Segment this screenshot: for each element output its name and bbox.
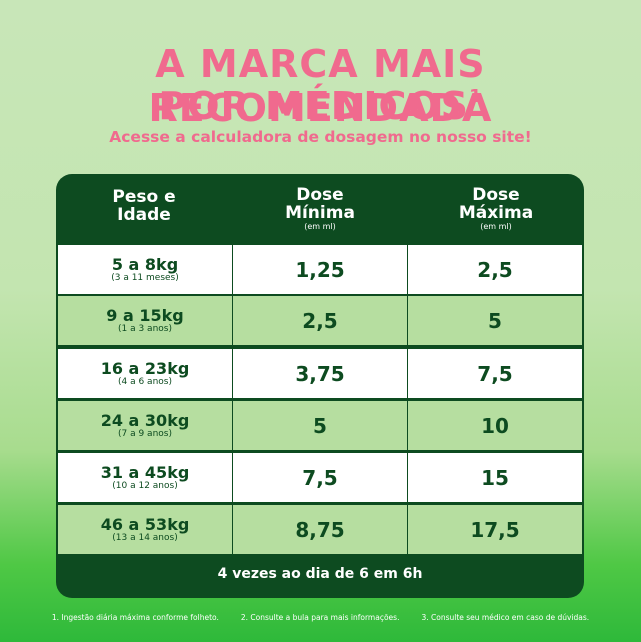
age-range: (10 a 12 anos): [112, 481, 178, 491]
min-dose-cell: 8,75: [233, 505, 407, 554]
weight-range: 46 a 53kg: [100, 515, 190, 534]
table-row: 24 a 30kg (7 a 9 anos) 5 10: [56, 401, 584, 450]
age-range: (3 a 11 meses): [111, 273, 179, 283]
headline-line-1-text: A MARCA MAIS RECOMENDADA: [148, 42, 493, 130]
footnotes: 1. Ingestão diária máxima conforme folhe…: [0, 613, 641, 622]
header-max-dose-label: Dose Máxima: [458, 185, 534, 223]
table-row: 46 a 53kg (13 a 14 anos) 8,75 17,5: [56, 505, 584, 554]
min-dose-cell: 2,5: [233, 296, 407, 345]
min-dose-value: 3,75: [295, 361, 345, 386]
age-range: (1 a 3 anos): [118, 324, 172, 334]
weight-age-cell: 16 a 23kg (4 a 6 anos): [58, 349, 232, 398]
age-range: (4 a 6 anos): [118, 377, 172, 387]
max-dose-cell: 17,5: [408, 505, 582, 554]
min-dose-value: 5: [313, 413, 327, 438]
max-dose-value: 10: [481, 413, 509, 438]
min-dose-value: 8,75: [295, 517, 345, 542]
header-max-dose: Dose Máxima (em ml): [408, 186, 584, 232]
max-dose-value: 2,5: [477, 257, 513, 282]
max-dose-cell: 2,5: [408, 245, 582, 294]
header-min-dose: Dose Mínima (em ml): [232, 186, 408, 232]
weight-age-cell: 31 a 45kg (10 a 12 anos): [58, 453, 232, 502]
footnote-marker: 1: [469, 86, 483, 107]
header-min-dose-label: Dose Mínima: [285, 185, 355, 223]
age-range: (7 a 9 anos): [118, 429, 172, 439]
min-dose-value: 7,5: [302, 465, 338, 490]
weight-range: 16 a 23kg: [100, 359, 190, 378]
weight-age-cell: 9 a 15kg (1 a 3 anos): [58, 296, 232, 345]
footnote-1: 1. Ingestão diária máxima conforme folhe…: [51, 613, 219, 622]
min-dose-cell: 1,25: [233, 245, 407, 294]
age-range: (13 a 14 anos): [112, 533, 178, 543]
header-weight-age: Peso e Idade: [56, 188, 232, 224]
footnote-2: 2. Consulte a bula para mais informações…: [240, 613, 400, 622]
max-dose-value: 17,5: [470, 517, 520, 542]
headline-line-2: POR MÉDICOS1: [0, 84, 641, 128]
dosage-table: Peso e Idade Dose Mínima (em ml) Dose Má…: [56, 174, 584, 598]
min-dose-value: 2,5: [302, 308, 338, 333]
weight-range: 9 a 15kg: [106, 306, 184, 325]
min-dose-cell: 3,75: [233, 349, 407, 398]
header-weight-age-label: Peso e Idade: [112, 187, 176, 225]
min-dose-cell: 7,5: [233, 453, 407, 502]
headline-line-1: A MARCA MAIS RECOMENDADA: [0, 42, 641, 130]
min-dose-cell: 5: [233, 401, 407, 450]
table-row: 5 a 8kg (3 a 11 meses) 1,25 2,5: [56, 245, 584, 294]
weight-range: 5 a 8kg: [111, 255, 179, 274]
weight-age-cell: 24 a 30kg (7 a 9 anos): [58, 401, 232, 450]
max-dose-cell: 15: [408, 453, 582, 502]
frequency-note: 4 vezes ao dia de 6 em 6h: [217, 566, 423, 582]
table-row: 16 a 23kg (4 a 6 anos) 3,75 7,5: [56, 349, 584, 398]
min-dose-value: 1,25: [295, 257, 345, 282]
subtitle: Acesse a calculadora de dosagem no nosso…: [109, 128, 532, 146]
max-dose-cell: 7,5: [408, 349, 582, 398]
table-row: 31 a 45kg (10 a 12 anos) 7,5 15: [56, 453, 584, 502]
table-header: Peso e Idade Dose Mínima (em ml) Dose Má…: [56, 174, 584, 244]
table-row: 9 a 15kg (1 a 3 anos) 2,5 5: [56, 296, 584, 345]
headline-line-2-text: POR MÉDICOS: [158, 84, 470, 128]
footnote-3: 3. Consulte seu médico em caso de dúvida…: [421, 613, 590, 622]
max-dose-value: 5: [488, 308, 502, 333]
weight-age-cell: 5 a 8kg (3 a 11 meses): [58, 245, 232, 294]
header-min-dose-unit: (em ml): [304, 222, 336, 231]
weight-range: 31 a 45kg: [100, 463, 190, 482]
max-dose-value: 15: [481, 465, 509, 490]
max-dose-cell: 5: [408, 296, 582, 345]
header-max-dose-unit: (em ml): [480, 222, 512, 231]
weight-age-cell: 46 a 53kg (13 a 14 anos): [58, 505, 232, 554]
weight-range: 24 a 30kg: [100, 411, 190, 430]
max-dose-cell: 10: [408, 401, 582, 450]
max-dose-value: 7,5: [477, 361, 513, 386]
